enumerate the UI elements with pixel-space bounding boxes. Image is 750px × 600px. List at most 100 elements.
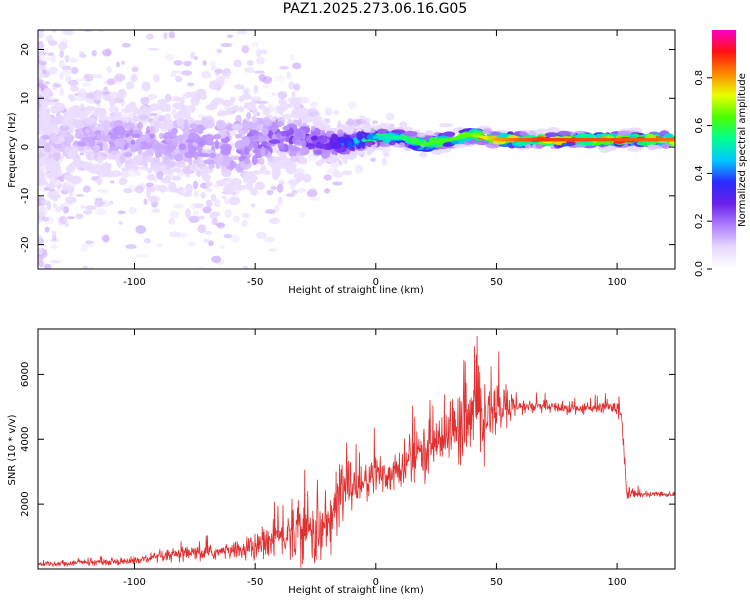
spectrogram-noise-cell xyxy=(149,112,158,117)
colorbar-gradient xyxy=(712,30,736,269)
spectrogram-signal-cell xyxy=(185,139,195,144)
spectrogram-noise-cell xyxy=(192,210,200,216)
spectrogram-noise-cell xyxy=(264,209,276,215)
spectrogram-signal-cell xyxy=(86,107,94,112)
spectrogram-signal-cell xyxy=(251,170,262,175)
spectrogram-noise-cell xyxy=(289,53,296,61)
spectrogram-signal-cell xyxy=(245,181,254,191)
spectrogram-noise-cell xyxy=(163,274,169,282)
spectrogram-signal-cell xyxy=(149,174,156,181)
spectrogram-signal-cell xyxy=(45,160,53,165)
spectrogram-signal-cell xyxy=(141,81,151,92)
spectrogram-noise-cell xyxy=(187,5,197,12)
spectrogram-signal-cell xyxy=(271,125,278,133)
spectrogram-signal-cell xyxy=(365,146,375,154)
spectrogram-signal-cell xyxy=(198,163,204,170)
spectrogram-signal-cell xyxy=(103,127,109,136)
spectrogram-signal-cell xyxy=(315,143,327,149)
spectrogram-noise-cell xyxy=(139,166,149,171)
spectrogram-noise-cell xyxy=(271,92,277,97)
spectrogram-signal-cell xyxy=(189,123,198,129)
spectrogram-signal-cell xyxy=(140,144,152,150)
spectrogram-noise-cell xyxy=(169,231,181,238)
spectrogram-signal-cell xyxy=(193,203,204,209)
snr-ytick-label: 2000 xyxy=(20,491,31,516)
spectrogram-signal-cell xyxy=(200,192,206,199)
spectrogram-y-label: Frequency (Hz) xyxy=(7,112,18,188)
spectrogram-noise-cell xyxy=(145,182,154,188)
spectrogram-signal-cell xyxy=(41,134,51,140)
spectrogram-signal-cell xyxy=(52,152,61,162)
spectrogram-noise-cell xyxy=(256,56,266,65)
spectrogram-signal-cell xyxy=(317,135,328,144)
spectrogram-noise-cell xyxy=(259,49,268,55)
spectrogram-noise-cell xyxy=(97,30,106,33)
spectrogram-signal-cell xyxy=(86,163,96,173)
spectrogram-noise-cell xyxy=(88,74,99,78)
spectrogram-noise-cell xyxy=(192,180,198,190)
spectrogram-noise-cell xyxy=(188,215,200,223)
spectrogram-noise-cell xyxy=(370,157,377,162)
spectrogram-signal-cell xyxy=(438,123,454,128)
spectrogram-signal-cell xyxy=(188,104,196,113)
spectrogram-signal-cell xyxy=(247,121,258,129)
spectrogram-signal-cell xyxy=(229,160,237,169)
spectrogram-noise-cell xyxy=(255,231,267,239)
spectrogram-signal-cell xyxy=(636,140,653,146)
spectrogram-noise-cell xyxy=(325,107,333,116)
spectrogram-signal-cell xyxy=(330,133,338,141)
spectrogram-noise-cell xyxy=(84,205,97,211)
spectrogram-noise-cell xyxy=(202,60,207,66)
spectrogram-noise-cell xyxy=(344,120,354,126)
spectrogram-noise-cell xyxy=(102,91,112,95)
spectrogram-noise-cell xyxy=(123,188,132,194)
spectrogram-noise-cell xyxy=(197,215,205,220)
colorbar-label: Normalized spectral amplitude xyxy=(737,73,748,227)
spectrogram-noise-cell xyxy=(223,21,233,28)
spectrogram-noise-cell xyxy=(50,260,62,264)
spectrogram-noise-cell xyxy=(204,230,213,236)
spectrogram-noise-cell xyxy=(324,188,331,194)
spectrogram-noise-cell xyxy=(78,88,87,98)
spectrogram-signal-cell xyxy=(262,107,271,116)
spectrogram-noise-cell xyxy=(172,203,185,209)
spectrogram-noise-cell xyxy=(115,61,120,68)
spectrogram-noise-cell xyxy=(156,170,164,180)
spectrogram-noise-cell xyxy=(165,53,175,61)
spectrogram-signal-cell xyxy=(190,96,200,106)
spectrogram-noise-cell xyxy=(288,81,295,90)
spectrogram-signal-cell xyxy=(59,124,70,131)
spectrogram-signal-cell xyxy=(109,144,114,150)
snr-y-label: SNR (10 * v/v) xyxy=(7,414,18,485)
spectrogram-signal-cell xyxy=(647,144,657,151)
spectrogram-noise-cell xyxy=(79,54,88,58)
spectrogram-noise-cell xyxy=(38,42,41,48)
spectrogram-noise-cell xyxy=(251,42,259,48)
spectrogram-noise-cell xyxy=(147,93,158,100)
spectrogram-noise-cell xyxy=(106,78,116,86)
spectrogram-signal-cell xyxy=(261,127,269,136)
spectrogram-signal-cell xyxy=(50,105,59,114)
spectrogram-signal-cell xyxy=(294,128,306,139)
spectrogram-noise-cell xyxy=(146,33,154,40)
spectrogram-signal-cell xyxy=(200,116,208,125)
spectrogram-signal-cell xyxy=(416,132,426,138)
spectrogram-noise-cell xyxy=(256,48,262,58)
spectrogram-signal-cell xyxy=(293,113,306,118)
spectrogram-noise-cell xyxy=(258,74,266,82)
spectrogram-noise-cell xyxy=(244,67,255,74)
spectrogram-signal-cell xyxy=(231,123,243,131)
spectrogram-noise-cell xyxy=(153,74,160,83)
spectrogram-signal-cell xyxy=(442,142,453,147)
spectrogram-signal-cell xyxy=(183,119,189,129)
spectrogram-signal-cell xyxy=(137,121,143,130)
spectrogram-noise-cell xyxy=(75,213,84,220)
spectrogram-noise-cell xyxy=(95,11,102,15)
spectrogram-noise-cell xyxy=(165,93,172,103)
spectrogram-signal-cell xyxy=(180,105,190,112)
snr-y-ticks: 2000 4000 6000 xyxy=(20,362,675,517)
spectrogram-ytick-label: 10 xyxy=(20,92,31,105)
spectrogram-signal-cell xyxy=(337,136,346,144)
spectrogram-signal-cell xyxy=(117,89,127,99)
spectrogram-noise-cell xyxy=(83,30,94,33)
